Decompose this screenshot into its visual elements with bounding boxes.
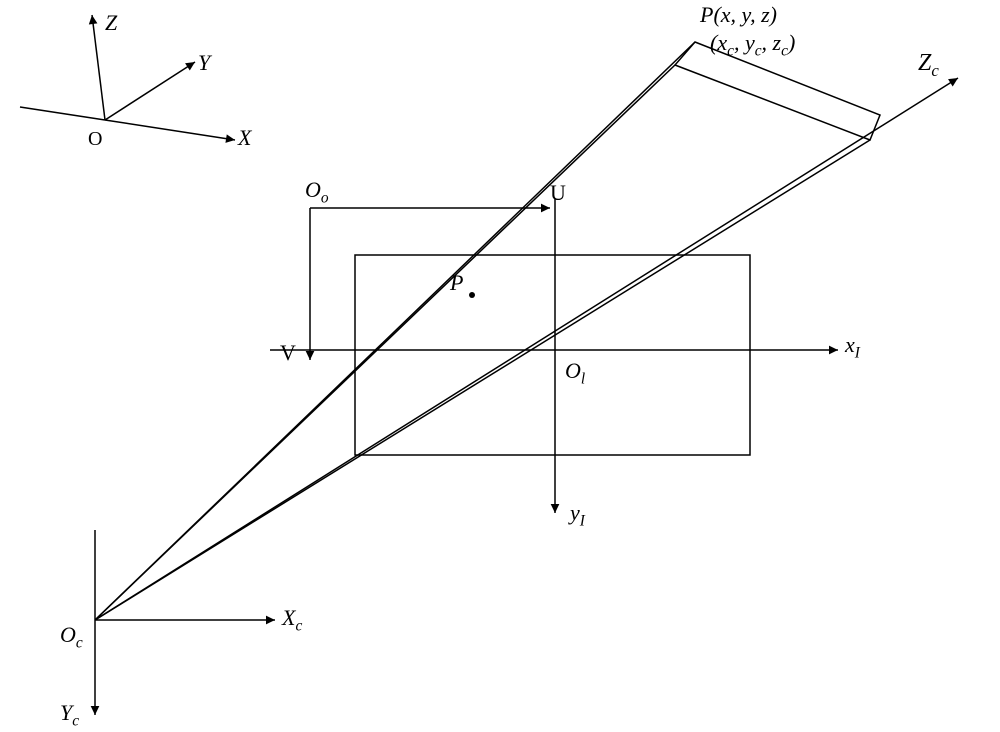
diagram-canvas	[0, 0, 1000, 732]
